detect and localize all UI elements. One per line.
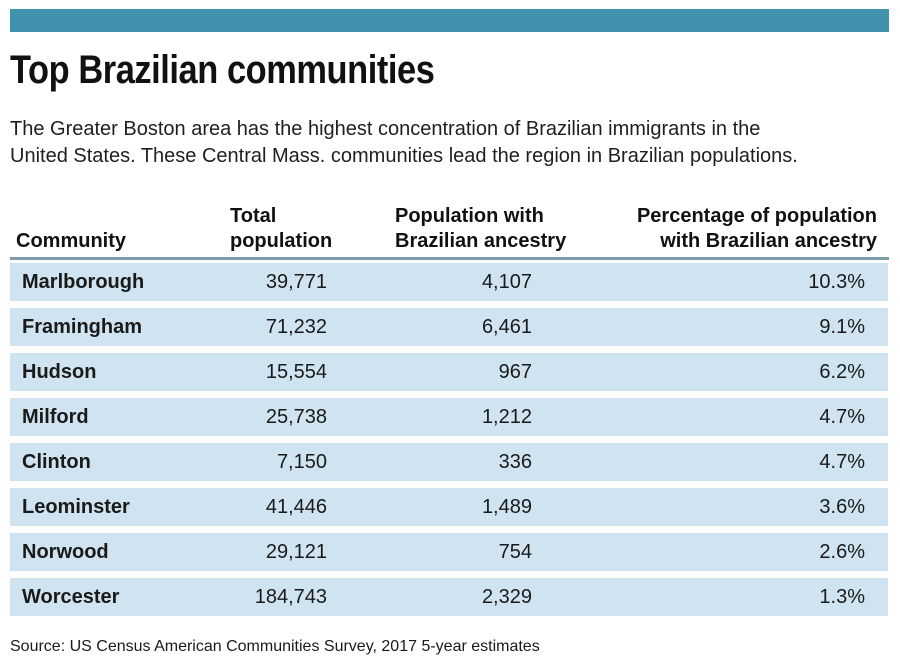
- cell-total-population: 184,743: [254, 586, 327, 608]
- cell-percentage: 9.1%: [819, 316, 865, 338]
- cell-total-population: 15,554: [265, 361, 327, 383]
- page-title: Top Brazilian communities: [10, 48, 435, 92]
- cell-community: Hudson: [22, 361, 97, 383]
- cell-brazilian-ancestry: 1,489: [481, 496, 532, 518]
- table-row: Hudson 15,554 967 6.2%: [10, 353, 888, 391]
- cell-total-population: 39,771: [265, 271, 327, 293]
- table-header-row: Community Total population Population wi…: [10, 196, 889, 254]
- cell-total-population: 25,738: [265, 406, 327, 428]
- cell-percentage: 2.6%: [819, 541, 865, 563]
- cell-brazilian-ancestry: 967: [498, 361, 532, 383]
- cell-percentage: 10.3%: [808, 271, 865, 293]
- header-divider: [10, 257, 889, 260]
- cell-community: Marlborough: [22, 271, 145, 293]
- source-credit: Source: US Census American Communities S…: [10, 638, 540, 655]
- cell-total-population: 29,121: [265, 541, 327, 563]
- cell-brazilian-ancestry: 4,107: [481, 271, 532, 293]
- intro-text: The Greater Boston area has the highest …: [10, 118, 798, 167]
- cell-community: Milford: [22, 406, 89, 428]
- cell-total-population: 71,232: [265, 316, 327, 338]
- cell-community: Norwood: [22, 541, 109, 563]
- cell-percentage: 3.6%: [819, 496, 865, 518]
- table-row: Clinton 7,150 336 4.7%: [10, 443, 888, 481]
- cell-brazilian-ancestry: 1,212: [481, 406, 532, 428]
- cell-community: Clinton: [22, 451, 91, 473]
- cell-community: Worcester: [22, 586, 120, 608]
- cell-brazilian-ancestry: 2,329: [481, 586, 532, 608]
- cell-brazilian-ancestry: 754: [498, 541, 532, 563]
- table-row: Norwood 29,121 754 2.6%: [10, 533, 888, 571]
- cell-percentage: 4.7%: [819, 406, 865, 428]
- cell-percentage: 1.3%: [819, 586, 865, 608]
- column-header-brazilian-ancestry: Population with Brazilian ancestry: [395, 205, 567, 252]
- cell-community: Framingham: [22, 316, 143, 338]
- table-row: Marlborough 39,771 4,107 10.3%: [10, 263, 888, 301]
- cell-total-population: 7,150: [276, 451, 327, 473]
- cell-percentage: 4.7%: [819, 451, 865, 473]
- table-row: Leominster 41,446 1,489 3.6%: [10, 488, 888, 526]
- accent-bar: [10, 9, 889, 32]
- column-header-community: Community: [16, 230, 126, 252]
- cell-brazilian-ancestry: 6,461: [481, 316, 532, 338]
- cell-total-population: 41,446: [265, 496, 327, 518]
- table-row: Framingham 71,232 6,461 9.1%: [10, 308, 888, 346]
- cell-percentage: 6.2%: [819, 361, 865, 383]
- cell-community: Leominster: [22, 496, 130, 518]
- cell-brazilian-ancestry: 336: [498, 451, 532, 473]
- column-header-percentage: Percentage of population with Brazilian …: [636, 205, 877, 252]
- table-row: Worcester 184,743 2,329 1.3%: [10, 578, 888, 616]
- table-body: Marlborough 39,771 4,107 10.3% Framingha…: [10, 263, 888, 623]
- column-header-total-population: Total population: [230, 205, 333, 252]
- table-row: Milford 25,738 1,212 4.7%: [10, 398, 888, 436]
